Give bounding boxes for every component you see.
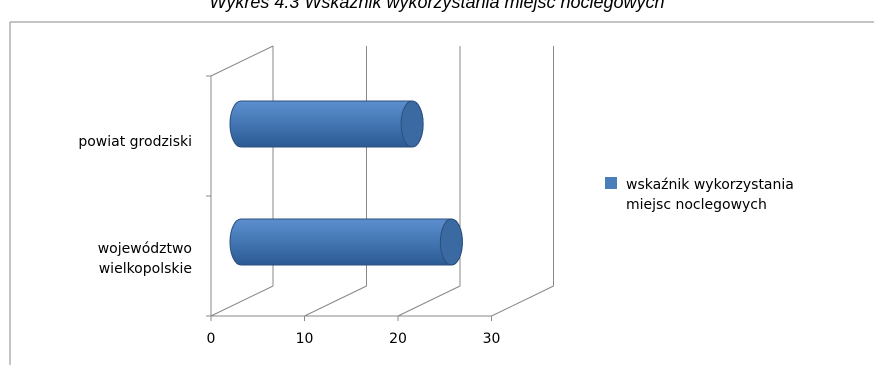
x-tick-label: 30 xyxy=(483,331,501,347)
bar-cap xyxy=(439,218,463,266)
gridline-floor-30 xyxy=(491,285,554,317)
bars-layer xyxy=(229,100,463,266)
x-tick-label: 10 xyxy=(296,331,314,347)
x-tick-label: 0 xyxy=(207,331,216,347)
x-tick-label: 20 xyxy=(389,331,407,347)
bar-body xyxy=(229,100,424,148)
gridline-floor-20 xyxy=(397,285,461,317)
legend-swatch xyxy=(605,177,617,189)
side-wall-top-edge xyxy=(210,45,274,77)
bar-cap xyxy=(400,100,424,148)
bar-2 xyxy=(229,218,463,266)
labels-layer: 0 10 20 30 powiat grodziski województwo wielko… xyxy=(78,134,500,347)
bar-1 xyxy=(229,100,424,148)
gridline-floor-10 xyxy=(304,285,367,317)
gridline-floor-0 xyxy=(210,285,274,317)
chart-title: Wykres 4.3 Wskaźnik wykorzystania miejsc… xyxy=(209,0,665,12)
bar-body xyxy=(229,218,463,266)
legend-label-line1: wskaźnik wykorzystania xyxy=(626,177,794,193)
category-label: województwo wielkopolskie xyxy=(98,241,192,277)
legend: wskaźnik wykorzystania miejsc noclegowyc… xyxy=(605,177,794,213)
category-label: powiat grodziski xyxy=(78,134,192,150)
legend-label-line2: miejsc noclegowych xyxy=(626,197,767,213)
grid-layer xyxy=(206,45,554,321)
